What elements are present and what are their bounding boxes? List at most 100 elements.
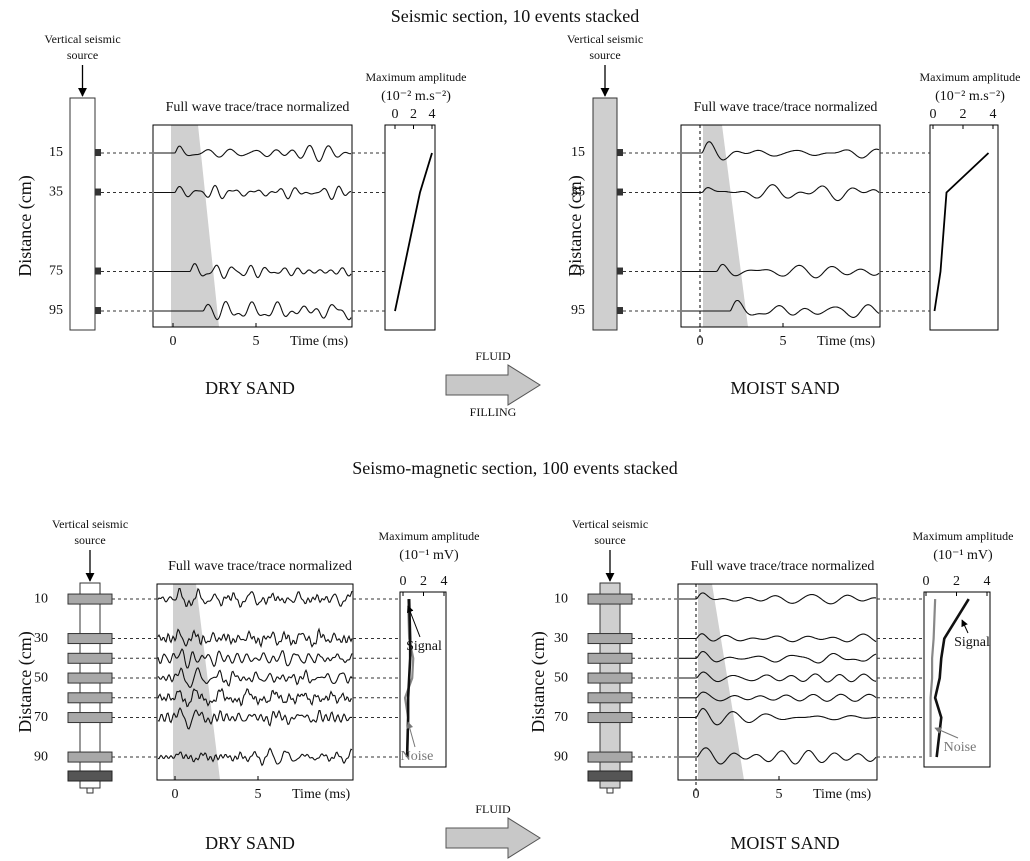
waveform	[157, 667, 353, 689]
waveform	[157, 747, 353, 767]
sensor	[67, 633, 113, 645]
amplitude-unit: (10⁻² m.s⁻²)	[381, 89, 451, 104]
time-label: Time (ms)	[813, 787, 872, 802]
sensor	[587, 633, 633, 645]
trace-box	[152, 124, 353, 328]
first-arrival-wedge	[173, 584, 220, 780]
waveform	[679, 633, 877, 643]
sensor	[95, 149, 101, 157]
time-label: Time (ms)	[292, 787, 351, 802]
distance-tick-label: 75	[571, 264, 585, 279]
time-label: Time (ms)	[290, 334, 349, 349]
time-tick-label: 0	[697, 334, 704, 349]
source-label: Vertical seismic	[567, 32, 643, 46]
noise-label: Noise	[944, 740, 977, 755]
amplitude-tick-label: 2	[420, 574, 427, 589]
trace-title: Full wave trace/trace normalized	[694, 100, 878, 115]
sensor	[587, 751, 633, 763]
amplitude-unit: (10⁻¹ mV)	[399, 548, 459, 563]
waveform	[682, 184, 880, 202]
waveform	[154, 262, 352, 280]
distance-tick-label: 95	[571, 303, 585, 318]
amplitude-tick-label: 0	[923, 574, 930, 589]
sensor	[67, 593, 113, 605]
signal-profile	[933, 598, 970, 758]
transition-top: FLUID	[475, 349, 511, 363]
trace-title: Full wave trace/trace normalized	[166, 100, 350, 115]
y-axis-label: Distance (cm)	[15, 631, 36, 732]
source-column	[69, 97, 96, 331]
sensor	[95, 307, 101, 315]
sensor	[587, 652, 633, 664]
section-title: Seismic section, 10 events stacked	[391, 6, 639, 26]
sensor	[95, 188, 101, 196]
amplitude-title: Maximum amplitude	[379, 529, 480, 543]
amplitude-tick-label: 2	[410, 107, 417, 122]
amplitude-tick-label: 0	[930, 107, 937, 122]
source-label: source	[594, 533, 625, 547]
signal-label: Signal	[954, 635, 990, 650]
waveform	[157, 687, 353, 708]
distance-tick-label: 70	[554, 710, 568, 725]
condition-label: DRY SAND	[205, 833, 295, 853]
distance-tick-label: 10	[34, 591, 48, 606]
fluid-arrow	[445, 364, 541, 406]
sensor	[617, 307, 623, 315]
sensor	[67, 712, 113, 724]
source-tip	[86, 787, 94, 794]
first-arrival-wedge	[698, 584, 744, 780]
amplitude-tick-label: 0	[400, 574, 407, 589]
waveform	[679, 592, 877, 605]
source-label: source	[589, 48, 620, 62]
signal-pointer	[407, 605, 421, 638]
waveform	[154, 300, 352, 321]
time-tick-label: 0	[693, 787, 700, 802]
source-label: Vertical seismic	[572, 517, 648, 531]
condition-label: DRY SAND	[205, 378, 295, 398]
distance-tick-label: 90	[34, 749, 48, 764]
sensor	[587, 672, 633, 684]
waveform	[682, 141, 880, 161]
waveform	[154, 184, 352, 200]
waveform	[679, 747, 877, 765]
condition-label: MOIST SAND	[730, 833, 839, 853]
signal-profile	[405, 599, 412, 758]
trace-box	[677, 583, 878, 781]
source-base	[67, 770, 113, 782]
transition-bottom: FILLING	[470, 858, 517, 861]
sensor	[67, 692, 113, 704]
distance-tick-label: 50	[34, 670, 48, 685]
distance-tick-label: 30	[554, 631, 568, 646]
amplitude-tick-label: 4	[990, 107, 997, 122]
amplitude-unit: (10⁻² m.s⁻²)	[935, 89, 1005, 104]
waveform	[682, 263, 880, 279]
amplitude-title: Maximum amplitude	[913, 529, 1014, 543]
signal-label: Signal	[406, 639, 442, 654]
sensor	[67, 652, 113, 664]
amplitude-tick-label: 4	[984, 574, 991, 589]
trace-box	[156, 583, 354, 781]
waveform	[679, 707, 876, 726]
y-axis-label: Distance (cm)	[528, 631, 549, 732]
amplitude-unit: (10⁻¹ mV)	[933, 548, 993, 563]
transition-bottom: FILLING	[470, 405, 517, 419]
waveform	[157, 627, 353, 648]
distance-tick-label: 35	[571, 185, 585, 200]
signal-pointer	[961, 619, 969, 634]
waveform	[154, 144, 351, 163]
distance-tick-label: 15	[571, 145, 585, 160]
trace-title: Full wave trace/trace normalized	[691, 559, 875, 574]
noise-profile	[929, 599, 937, 758]
waveform	[682, 299, 880, 318]
amplitude-box	[929, 124, 999, 331]
amplitude-tick-label: 4	[441, 574, 448, 589]
noise-pointer	[406, 721, 416, 748]
source-label: Vertical seismic	[52, 517, 128, 531]
amplitude-tick-label: 0	[392, 107, 399, 122]
amplitude-profile	[933, 152, 990, 312]
waveform	[679, 691, 877, 702]
time-tick-label: 5	[780, 334, 787, 349]
sensor	[617, 267, 623, 275]
time-label: Time (ms)	[817, 334, 876, 349]
